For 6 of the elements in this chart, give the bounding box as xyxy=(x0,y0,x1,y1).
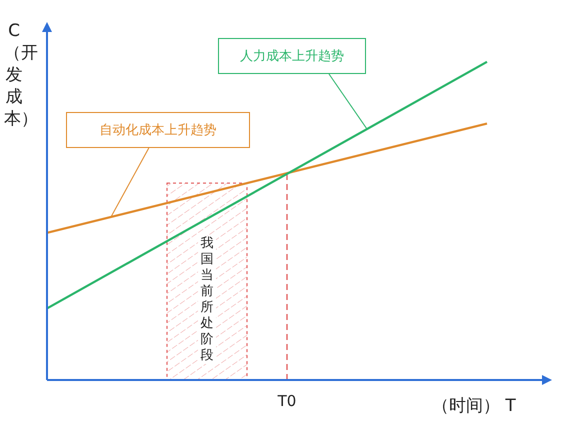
annotation: 我国当前所处阶段 xyxy=(198,236,216,364)
x-axis-title: （时间） T xyxy=(432,395,516,417)
text: 人力成本上升趋势 xyxy=(239,48,345,65)
text: 自动化成本上升趋势 xyxy=(98,122,218,139)
y-axis-title: C（开发成本） xyxy=(4,20,38,130)
text: T0 xyxy=(276,392,298,410)
